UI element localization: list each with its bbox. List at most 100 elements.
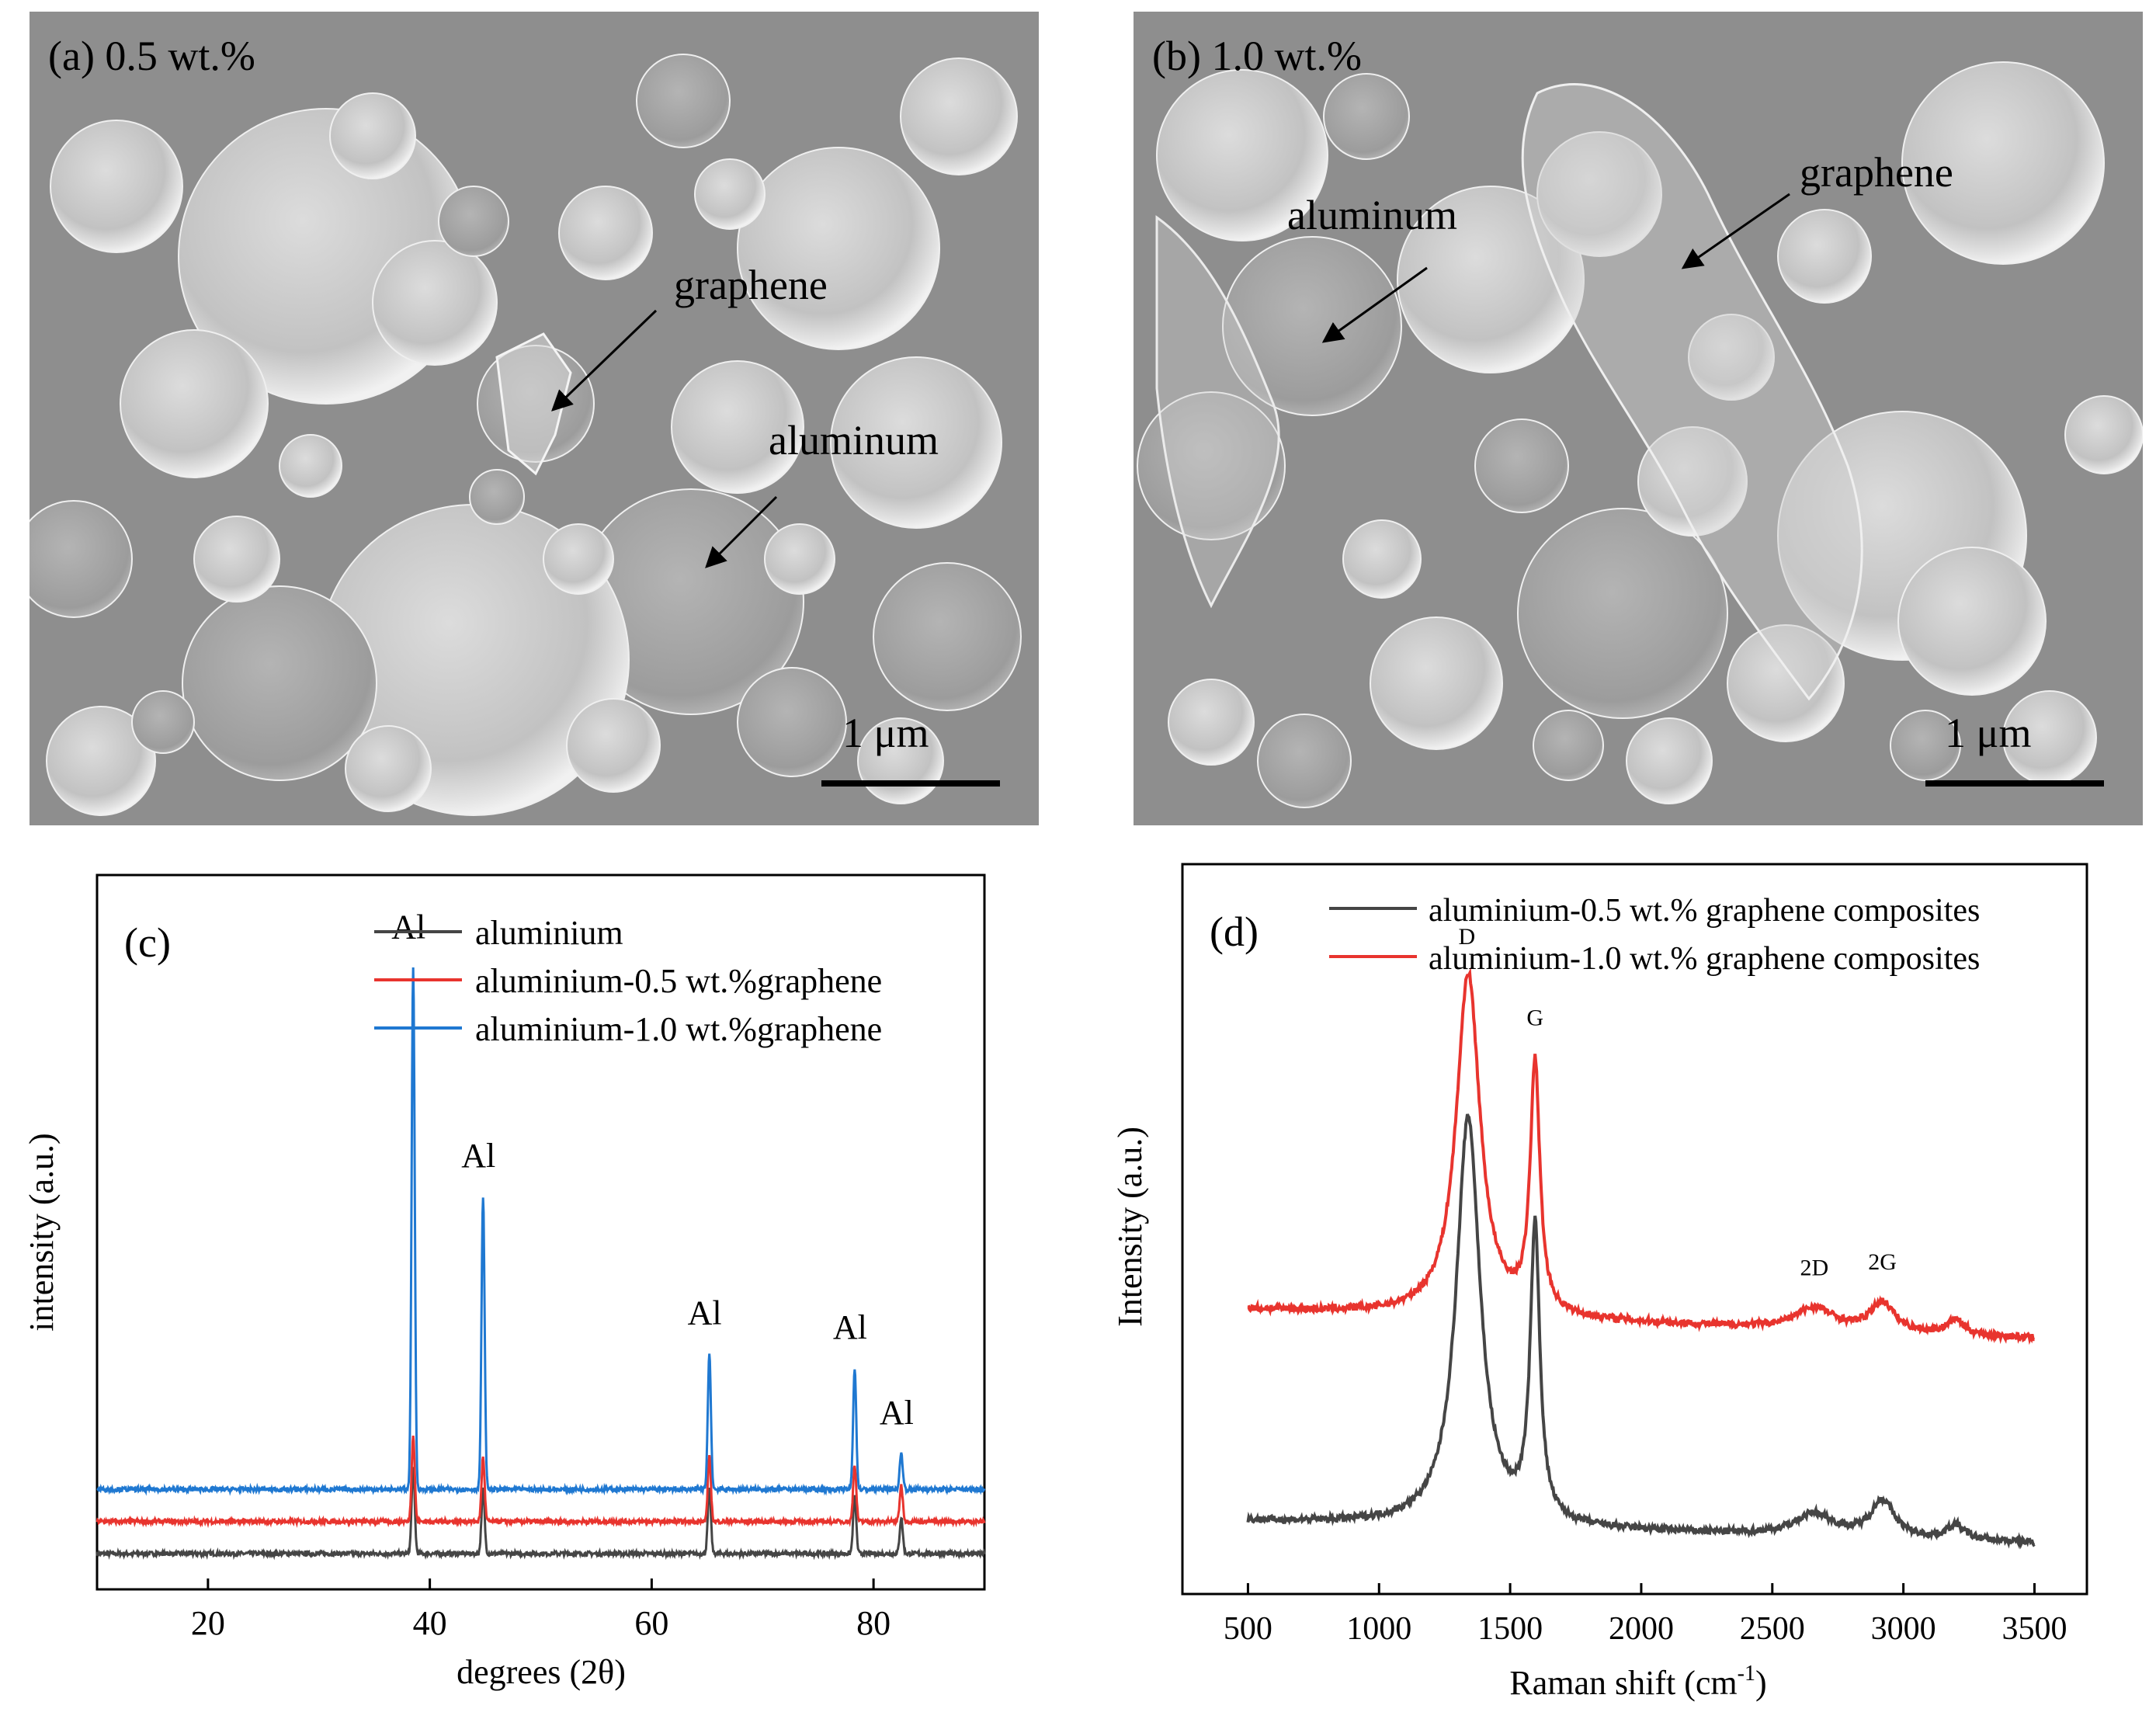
x-axis-label-superscript: -1 bbox=[1738, 1662, 1755, 1686]
aluminum-particle bbox=[1688, 314, 1775, 401]
panel-label-a: (a) 0.5 wt.% bbox=[48, 33, 255, 79]
legend: aluminium-0.5 wt.% graphene composites a… bbox=[1329, 893, 1980, 977]
aluminum-particle bbox=[1897, 547, 2047, 696]
annotation-aluminum: aluminum bbox=[1287, 192, 1457, 238]
scale-bar-label: 1 μm bbox=[1945, 710, 2031, 756]
series-line-0 bbox=[95, 1467, 986, 1561]
scale-bar bbox=[1925, 780, 2104, 787]
x-tick-label: 40 bbox=[413, 1604, 447, 1642]
aluminum-particle bbox=[438, 186, 509, 257]
aluminum-particle bbox=[543, 523, 614, 595]
peak-label: 2D bbox=[1800, 1255, 1828, 1281]
arrow-aluminum bbox=[705, 495, 778, 568]
aluminum-particle bbox=[1323, 73, 1410, 160]
arrow-graphene bbox=[551, 309, 658, 412]
peak-labels: D G 2D 2G bbox=[1459, 924, 1897, 1280]
plot-frame bbox=[95, 873, 986, 1591]
aluminum-particle bbox=[1727, 624, 1845, 742]
graphene-flake bbox=[495, 332, 572, 476]
aluminum-particle bbox=[1168, 679, 1255, 766]
aluminum-particle bbox=[372, 240, 498, 366]
x-tick-label: 1500 bbox=[1477, 1611, 1543, 1647]
aluminum-particle bbox=[636, 54, 731, 148]
aluminum-particle bbox=[764, 523, 835, 595]
aluminum-particle bbox=[694, 158, 766, 230]
xrd-chart: 20 40 60 80 Al Al Al Al Al (c) aluminium alumin… bbox=[23, 873, 986, 1691]
arrow-aluminum bbox=[1321, 266, 1428, 343]
x-tick-label: 500 bbox=[1224, 1611, 1272, 1647]
aluminum-particle bbox=[120, 329, 269, 478]
peak-label: 2G bbox=[1868, 1249, 1897, 1275]
aluminum-particle bbox=[46, 706, 156, 816]
legend-entry-1-0: aluminium-1.0 wt.% graphene composites bbox=[1429, 941, 1980, 977]
panel-label-d: (d) bbox=[1210, 908, 1259, 955]
x-tick-label: 2500 bbox=[1740, 1611, 1805, 1647]
annotation-graphene: graphene bbox=[1800, 149, 1953, 196]
aluminum-particle bbox=[873, 562, 1022, 711]
series-line-0 bbox=[1246, 1113, 2036, 1550]
plot-frame bbox=[1181, 863, 2088, 1596]
peak-label: Al bbox=[391, 908, 425, 946]
y-axis-label: Intensity (a.u.) bbox=[1111, 1127, 1149, 1327]
legend-entry-0-5: aluminium-0.5 wt.%graphene bbox=[475, 962, 882, 1000]
legend: aluminium aluminium-0.5 wt.%graphene alu… bbox=[374, 914, 882, 1048]
aluminum-particle bbox=[1342, 519, 1422, 599]
x-tick-label: 20 bbox=[191, 1604, 225, 1642]
x-tick-label: 80 bbox=[856, 1604, 891, 1642]
aluminum-particle bbox=[671, 360, 804, 494]
series-line-1 bbox=[1247, 967, 2036, 1346]
x-axis-ticks: 500 1000 1500 2000 2500 3000 3500 bbox=[1224, 1583, 2067, 1647]
aluminum-particle bbox=[1626, 717, 1713, 804]
sem-image-b: (b) 1.0 wt.% graphene aluminum 1 μm bbox=[1134, 12, 2143, 825]
aluminum-particle bbox=[900, 57, 1018, 175]
aluminum-particle bbox=[1517, 508, 1728, 719]
legend-entry-1-0: aluminium-1.0 wt.%graphene bbox=[475, 1010, 882, 1048]
series-line-2 bbox=[96, 967, 986, 1496]
aluminum-particle bbox=[1901, 61, 2105, 265]
aluminum-particles bbox=[30, 54, 1022, 816]
sem-image-a: (a) 0.5 wt.% graphene aluminum 1 μm bbox=[30, 12, 1039, 825]
x-tick-label: 60 bbox=[634, 1604, 668, 1642]
series-group bbox=[1246, 967, 2036, 1550]
aluminum-particle bbox=[2064, 395, 2143, 474]
x-tick-label: 3000 bbox=[1871, 1611, 1936, 1647]
aluminum-particle bbox=[1474, 418, 1569, 513]
annotation-aluminum: aluminum bbox=[769, 417, 939, 464]
peak-label: Al bbox=[688, 1294, 722, 1332]
aluminum-particle bbox=[1777, 209, 1872, 304]
aluminum-particle bbox=[345, 725, 432, 812]
raman-chart: 500 1000 1500 2000 2500 3000 3500 D G 2D 2G (d) a… bbox=[1111, 863, 2088, 1702]
peak-label: Al bbox=[461, 1137, 495, 1175]
aluminum-particle bbox=[329, 92, 416, 179]
peak-label: D bbox=[1459, 924, 1476, 950]
panel-label-c: (c) bbox=[124, 919, 171, 966]
aluminum-particle bbox=[737, 147, 940, 350]
aluminum-particle bbox=[193, 516, 280, 603]
x-tick-label: 3500 bbox=[2002, 1611, 2067, 1647]
aluminum-particle bbox=[1533, 710, 1604, 781]
aluminum-particle bbox=[566, 698, 661, 793]
aluminum-particle bbox=[1222, 236, 1402, 416]
scale-bar-label: 1 μm bbox=[842, 710, 929, 756]
annotation-graphene: graphene bbox=[674, 262, 828, 308]
aluminum-particle bbox=[1257, 714, 1352, 808]
graphene-sheet bbox=[1155, 215, 1280, 609]
legend-entry-0-5: aluminium-0.5 wt.% graphene composites bbox=[1429, 893, 1980, 929]
aluminum-particle bbox=[131, 690, 195, 754]
arrow-graphene bbox=[1681, 193, 1790, 269]
x-tick-label: 2000 bbox=[1609, 1611, 1674, 1647]
aluminum-particle bbox=[1637, 426, 1748, 537]
aluminum-particle bbox=[737, 667, 847, 777]
peak-label: Al bbox=[833, 1308, 867, 1346]
series-line-1 bbox=[95, 1436, 986, 1529]
aluminum-particle bbox=[1156, 69, 1328, 241]
aluminum-particle bbox=[469, 469, 525, 525]
x-axis-label-tail: ) bbox=[1755, 1664, 1767, 1702]
aluminum-particle bbox=[279, 434, 342, 498]
series-group bbox=[95, 967, 986, 1561]
aluminum-particle bbox=[1536, 131, 1662, 257]
x-axis-label-main: Raman shift (cm bbox=[1509, 1664, 1737, 1702]
x-tick-label: 1000 bbox=[1346, 1611, 1411, 1647]
x-axis-label: degrees (2θ) bbox=[457, 1653, 626, 1691]
